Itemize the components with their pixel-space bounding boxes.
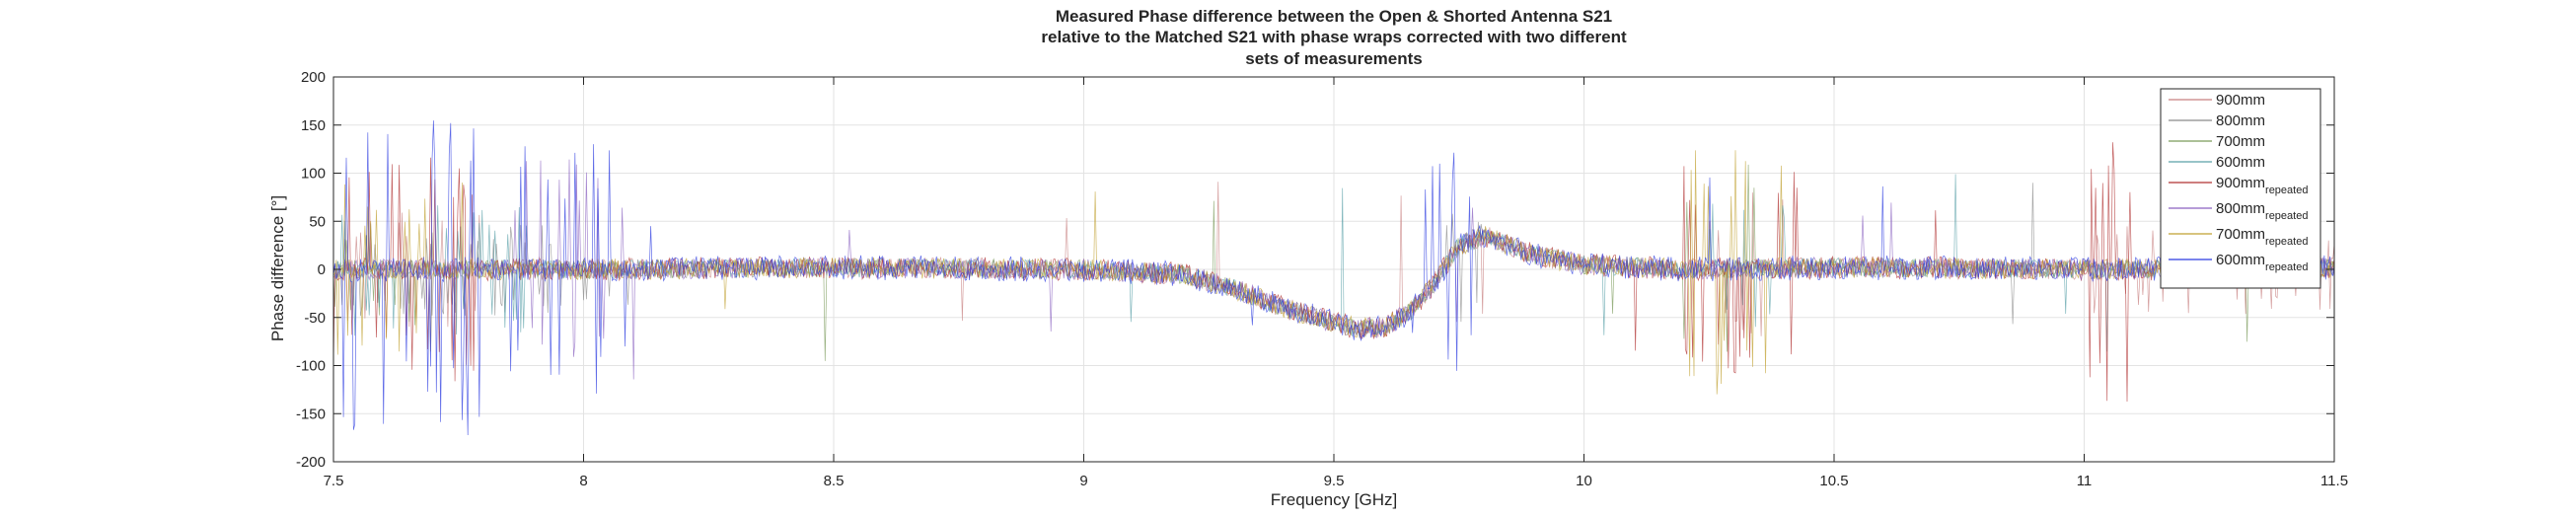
x-tick-label: 9 (1079, 473, 1087, 489)
chart-title: Measured Phase difference between the Op… (1041, 7, 1627, 68)
chart-title-line-1: Measured Phase difference between the Op… (1056, 7, 1612, 26)
chart-title-line-2: relative to the Matched S21 with phase w… (1041, 28, 1627, 46)
series-line (333, 120, 2334, 436)
y-tick-label: -150 (296, 406, 326, 422)
y-tick-label: -100 (296, 358, 326, 375)
legend-entry: 700mm (2216, 133, 2265, 150)
legend-entry: 800mm (2216, 112, 2265, 129)
x-tick-label: 10 (1576, 473, 1592, 489)
legend-entry-subscript: repeated (2265, 261, 2308, 273)
x-axis-label: Frequency [GHz] (1271, 490, 1398, 509)
y-tick-label: -50 (304, 310, 326, 327)
y-tick-label: -200 (296, 454, 326, 471)
x-tick-label: 7.5 (324, 473, 344, 489)
legend-entry: 600mm (2216, 154, 2265, 171)
data-series (333, 120, 2334, 436)
y-axis-ticks: 200 150 100 50 0 -50 -100 -150 -200 (296, 69, 2334, 471)
legend-entry-subscript: repeated (2265, 185, 2308, 196)
legend-entry: 900mm (2216, 92, 2265, 109)
legend: 900mm800mm700mm600mm900mmrepeated800mmre… (2160, 88, 2321, 289)
legend-box (2160, 88, 2321, 289)
x-tick-label: 11.5 (2320, 473, 2348, 489)
legend-entry-subscript: repeated (2265, 236, 2308, 248)
x-tick-label: 9.5 (1324, 473, 1345, 489)
y-tick-label: 150 (301, 117, 326, 134)
y-tick-label: 50 (309, 213, 326, 230)
x-tick-label: 8.5 (824, 473, 845, 489)
legend-entry-subscript: repeated (2265, 210, 2308, 222)
y-axis-label: Phase difference [°] (268, 195, 287, 341)
x-tick-label: 11 (2077, 473, 2093, 489)
x-tick-label: 10.5 (1819, 473, 1848, 489)
y-tick-label: 0 (318, 261, 326, 278)
y-tick-label: 200 (301, 69, 326, 86)
x-tick-label: 8 (579, 473, 587, 489)
x-axis-ticks: 7.5 8 8.5 9 9.5 10 10.5 11 11.5 (324, 77, 2348, 489)
y-tick-label: 100 (301, 166, 326, 183)
chart-title-line-3: sets of measurements (1245, 49, 1423, 68)
